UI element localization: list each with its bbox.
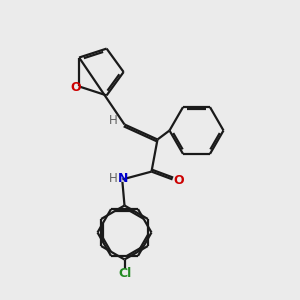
Text: H: H — [108, 172, 117, 185]
Text: O: O — [173, 173, 184, 187]
Text: O: O — [70, 81, 81, 94]
Text: Cl: Cl — [118, 267, 131, 280]
Text: N: N — [118, 172, 128, 185]
Text: H: H — [109, 113, 118, 127]
